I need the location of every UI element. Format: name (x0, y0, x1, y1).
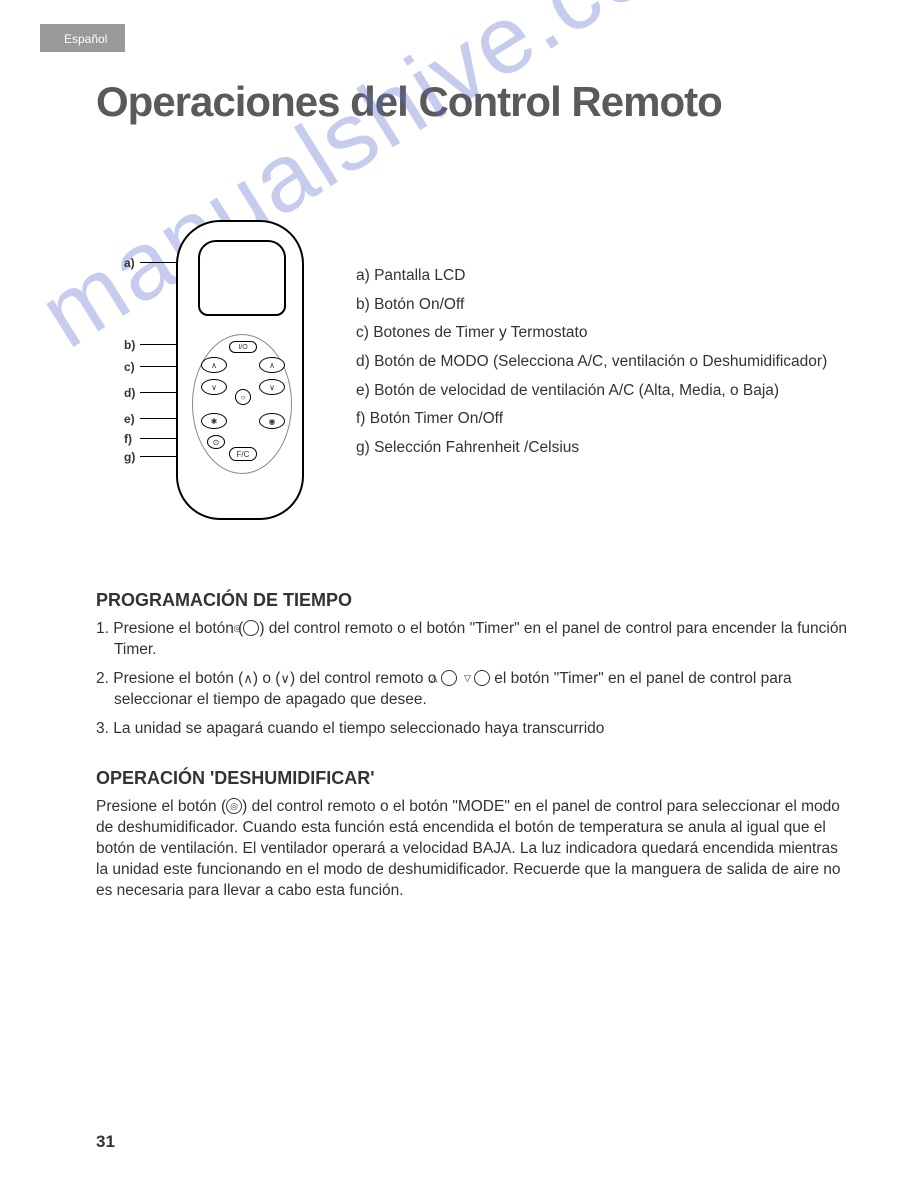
center-button: ○ (235, 389, 251, 405)
legend-f: f) Botón Timer On/Off (356, 405, 827, 434)
remote-diagram: a) b) c) d) e) f) g) I/O ∧ ∧ ∨ ∨ ○ ✱ ◉ ⊙ (96, 220, 306, 540)
io-button: I/O (229, 341, 257, 353)
label-g: g) (124, 450, 135, 464)
mode-button: ✱ (201, 413, 227, 429)
legend-a: a) Pantalla LCD (356, 262, 827, 291)
timer-button: ⊙ (207, 435, 225, 449)
language-tab: Español (40, 24, 125, 52)
fc-button: F/C (229, 447, 257, 461)
label-b: b) (124, 338, 135, 352)
clock-icon: ◎ (243, 620, 259, 636)
fan-button: ◉ (259, 413, 285, 429)
legend-list: a) Pantalla LCD b) Botón On/Off c) Boton… (356, 220, 827, 540)
legend-c: c) Botones de Timer y Termostato (356, 319, 827, 348)
label-e: e) (124, 412, 135, 426)
down-triangle-icon: ▽ (474, 670, 490, 686)
left-up-button: ∧ (201, 357, 227, 373)
label-c: c) (124, 360, 135, 374)
prog-step-2: 2. Presione el botón (∧) o (∨) del contr… (96, 669, 848, 711)
timer-programming-section: PROGRAMACIÓN DE TIEMPO 1. Presione el bo… (96, 590, 848, 748)
prog-step-3: 3. La unidad se apagará cuando el tiempo… (96, 719, 848, 740)
right-up-button: ∧ (259, 357, 285, 373)
lcd-screen (198, 240, 286, 316)
mode-icon: ◎ (226, 798, 242, 814)
legend-g: g) Selección Fahrenheit /Celsius (356, 434, 827, 463)
page-title: Operaciones del Control Remoto (96, 78, 722, 126)
right-down-button: ∨ (259, 379, 285, 395)
page-number: 31 (96, 1132, 115, 1152)
prog-heading: PROGRAMACIÓN DE TIEMPO (96, 590, 848, 611)
dehum-heading: OPERACIÓN 'DESHUMIDIFICAR' (96, 768, 848, 789)
remote-outline: I/O ∧ ∧ ∨ ∨ ○ ✱ ◉ ⊙ F/C (176, 220, 304, 520)
legend-e: e) Botón de velocidad de ventilación A/C… (356, 377, 827, 406)
left-down-button: ∨ (201, 379, 227, 395)
prog-step-1: 1. Presione el botón (◎) del control rem… (96, 619, 848, 661)
button-panel: I/O ∧ ∧ ∨ ∨ ○ ✱ ◉ ⊙ F/C (192, 334, 292, 474)
label-a: a) (124, 256, 135, 270)
legend-b: b) Botón On/Off (356, 291, 827, 320)
remote-diagram-section: a) b) c) d) e) f) g) I/O ∧ ∧ ∨ ∨ ○ ✱ ◉ ⊙ (96, 220, 827, 540)
dehum-body: Presione el botón (◎) del control remoto… (96, 797, 848, 902)
dehumidify-section: OPERACIÓN 'DESHUMIDIFICAR' Presione el b… (96, 768, 848, 902)
label-f: f) (124, 432, 132, 446)
label-d: d) (124, 386, 135, 400)
legend-d: d) Botón de MODO (Selecciona A/C, ventil… (356, 348, 827, 377)
up-triangle-icon: △ (441, 670, 457, 686)
